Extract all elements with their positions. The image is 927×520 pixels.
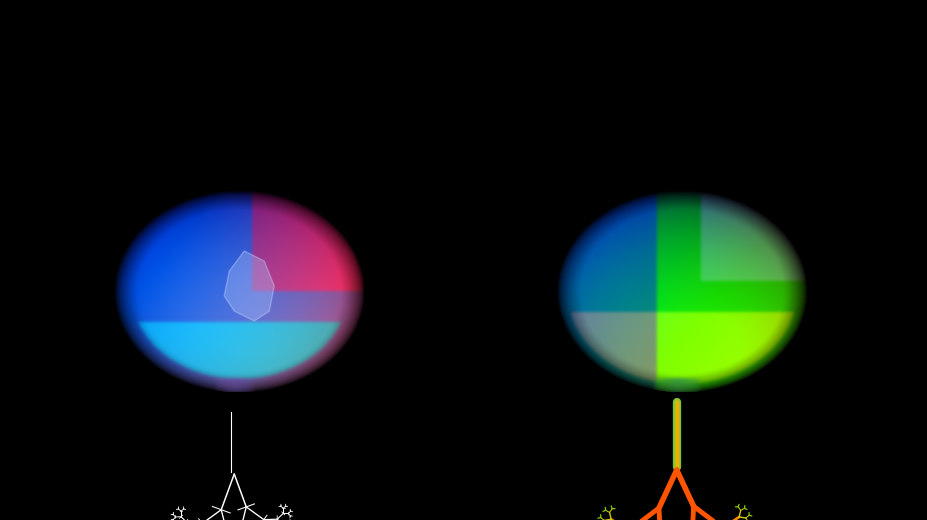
Polygon shape bbox=[224, 251, 274, 321]
